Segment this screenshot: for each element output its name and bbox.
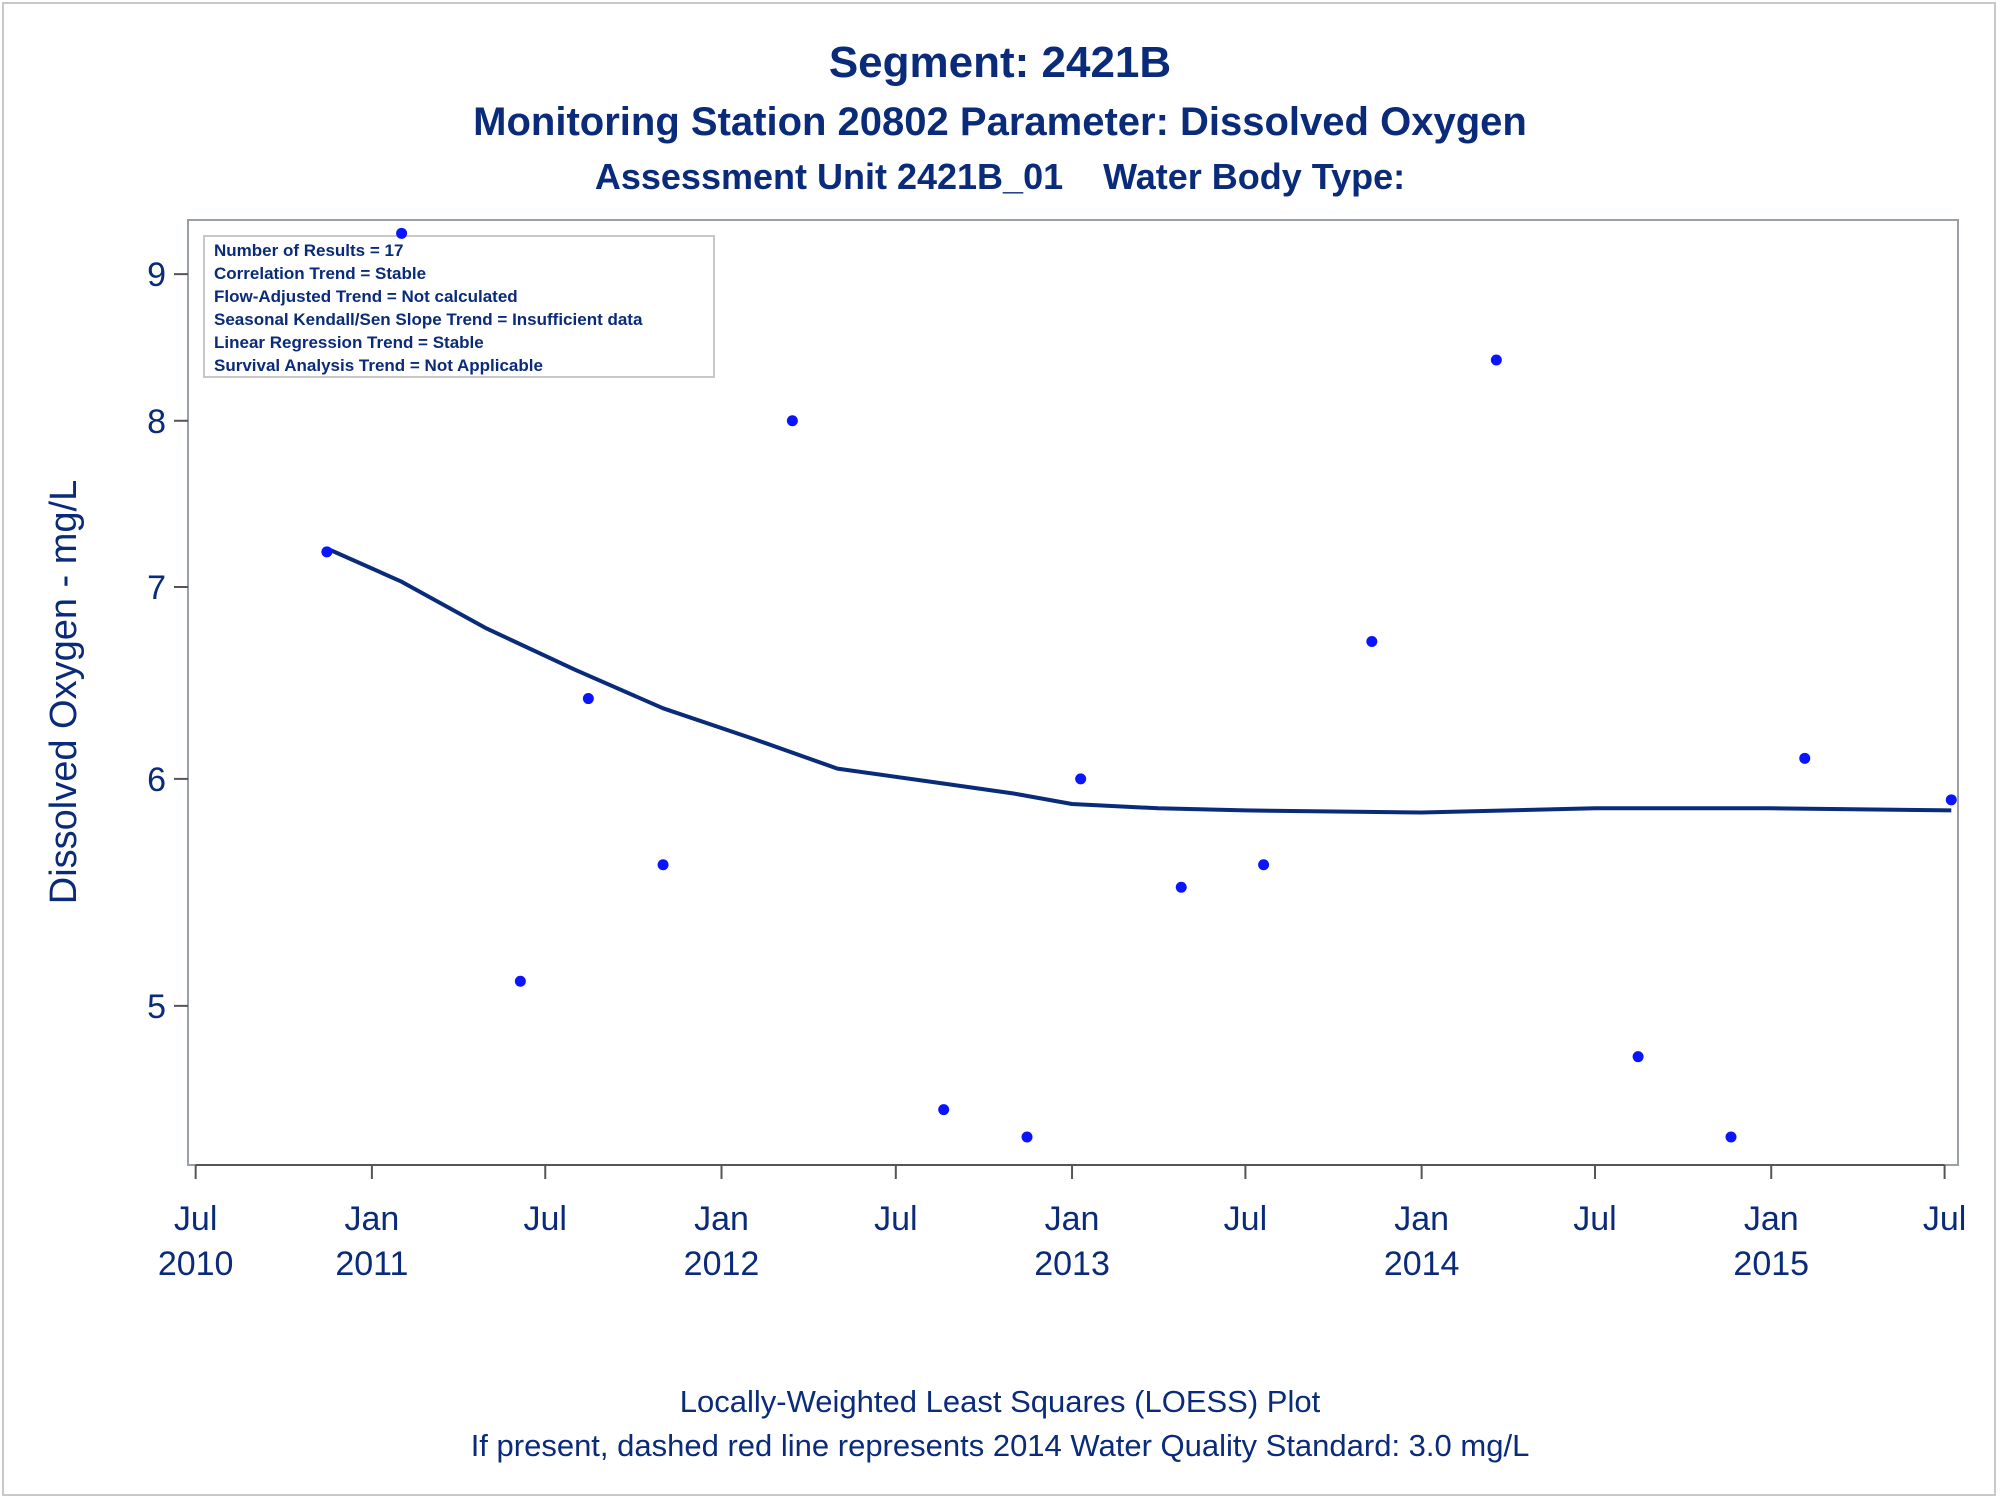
data-point bbox=[396, 227, 408, 239]
x-tick-year-label: 2010 bbox=[158, 1245, 234, 1283]
data-point bbox=[514, 975, 526, 987]
x-tick-label: Jan bbox=[694, 1200, 749, 1238]
data-point bbox=[1175, 881, 1187, 893]
data-point bbox=[321, 546, 333, 558]
x-tick-label: Jul bbox=[1224, 1200, 1267, 1238]
data-point bbox=[1490, 354, 1502, 366]
y-tick-label: 6 bbox=[147, 761, 166, 799]
x-tick-label: Jan bbox=[1394, 1200, 1449, 1238]
data-point bbox=[1725, 1131, 1737, 1143]
data-point bbox=[786, 415, 798, 427]
y-tick-label: 5 bbox=[147, 988, 166, 1026]
data-point bbox=[1366, 636, 1378, 648]
series-layer bbox=[321, 227, 1957, 1143]
stats-line: Correlation Trend = Stable bbox=[214, 264, 426, 283]
x-tick-year-label: 2011 bbox=[335, 1245, 408, 1283]
data-point bbox=[938, 1104, 950, 1116]
y-axis-title: Dissolved Oxygen - mg/L bbox=[43, 480, 85, 905]
footnote-loess: Locally-Weighted Least Squares (LOESS) P… bbox=[679, 1384, 1321, 1419]
x-tick-year-label: 2014 bbox=[1384, 1245, 1460, 1283]
chart-subtitle: Monitoring Station 20802 Parameter: Diss… bbox=[473, 100, 1527, 144]
stats-box: Number of Results = 17 Correlation Trend … bbox=[203, 235, 715, 378]
stats-line: Number of Results = 17 bbox=[214, 241, 403, 260]
stats-line: Survival Analysis Trend = Not Applicable bbox=[214, 356, 543, 375]
data-point bbox=[1075, 773, 1087, 785]
x-tick-label: Jul bbox=[1923, 1200, 1966, 1238]
stats-line: Linear Regression Trend = Stable bbox=[214, 333, 484, 352]
x-tick-label: Jan bbox=[1744, 1200, 1799, 1238]
x-axis: Jul 2010 Jan 2011 Jul Jan 2012 Jul Jan 2013 Jul Jan… bbox=[158, 1164, 1966, 1283]
data-point bbox=[1021, 1131, 1033, 1143]
x-tick-label: Jul bbox=[1573, 1200, 1616, 1238]
stats-line: Flow-Adjusted Trend = Not calculated bbox=[214, 287, 518, 306]
x-tick-year-label: 2013 bbox=[1034, 1245, 1110, 1283]
footnote-standard: If present, dashed red line represents 2… bbox=[470, 1428, 1530, 1463]
y-axis: 5 6 7 8 9 bbox=[147, 256, 188, 1026]
data-point bbox=[1258, 859, 1270, 871]
data-point bbox=[657, 859, 669, 871]
x-tick-year-label: 2015 bbox=[1733, 1245, 1809, 1283]
y-tick-label: 8 bbox=[147, 403, 166, 441]
data-point bbox=[1945, 794, 1957, 806]
x-tick-label: Jul bbox=[524, 1200, 567, 1238]
data-point bbox=[582, 693, 594, 705]
data-point bbox=[1632, 1051, 1644, 1063]
x-tick-label: Jan bbox=[344, 1200, 399, 1238]
x-tick-year-label: 2012 bbox=[684, 1245, 760, 1283]
stats-line: Seasonal Kendall/Sen Slope Trend = Insuf… bbox=[214, 310, 643, 329]
data-point bbox=[1799, 752, 1811, 764]
chart-subtitle-2: Assessment Unit 2421B_01 Water Body Type… bbox=[594, 156, 1406, 197]
x-tick-label: Jul bbox=[874, 1200, 917, 1238]
chart-title: Segment: 2421B bbox=[828, 38, 1172, 87]
stats-box-border bbox=[203, 235, 715, 378]
x-tick-label: Jan bbox=[1045, 1200, 1100, 1238]
y-tick-label: 7 bbox=[147, 569, 166, 607]
loess-line bbox=[326, 546, 1952, 815]
x-tick-label: Jul bbox=[174, 1200, 217, 1238]
y-tick-label: 9 bbox=[147, 256, 166, 294]
